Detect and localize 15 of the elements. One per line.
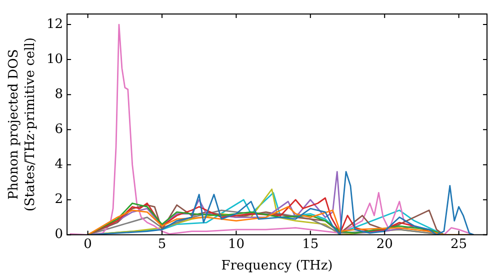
x-tick-label: 0 [84, 236, 92, 252]
y-tick-label: 6 [54, 122, 64, 138]
y-tick-label: 12 [46, 16, 64, 32]
y-axis-title: Phonon projected DOS (States/THz·primitive cell) [6, 37, 38, 212]
y-tick-label: 8 [54, 86, 64, 102]
y-tick-label: 2 [54, 192, 64, 208]
x-tick-label: 5 [158, 236, 166, 252]
y-tick-label: 4 [54, 157, 64, 172]
y-tick-label: 0 [54, 227, 64, 242]
x-tick-label: 10 [228, 236, 244, 252]
x-tick-label: 25 [450, 236, 468, 252]
x-axis-title: Frequency (THz) [221, 258, 333, 274]
x-tick-label: 20 [376, 236, 393, 252]
x-tick-label: 15 [302, 236, 319, 252]
y-tick-label: 10 [46, 52, 64, 67]
